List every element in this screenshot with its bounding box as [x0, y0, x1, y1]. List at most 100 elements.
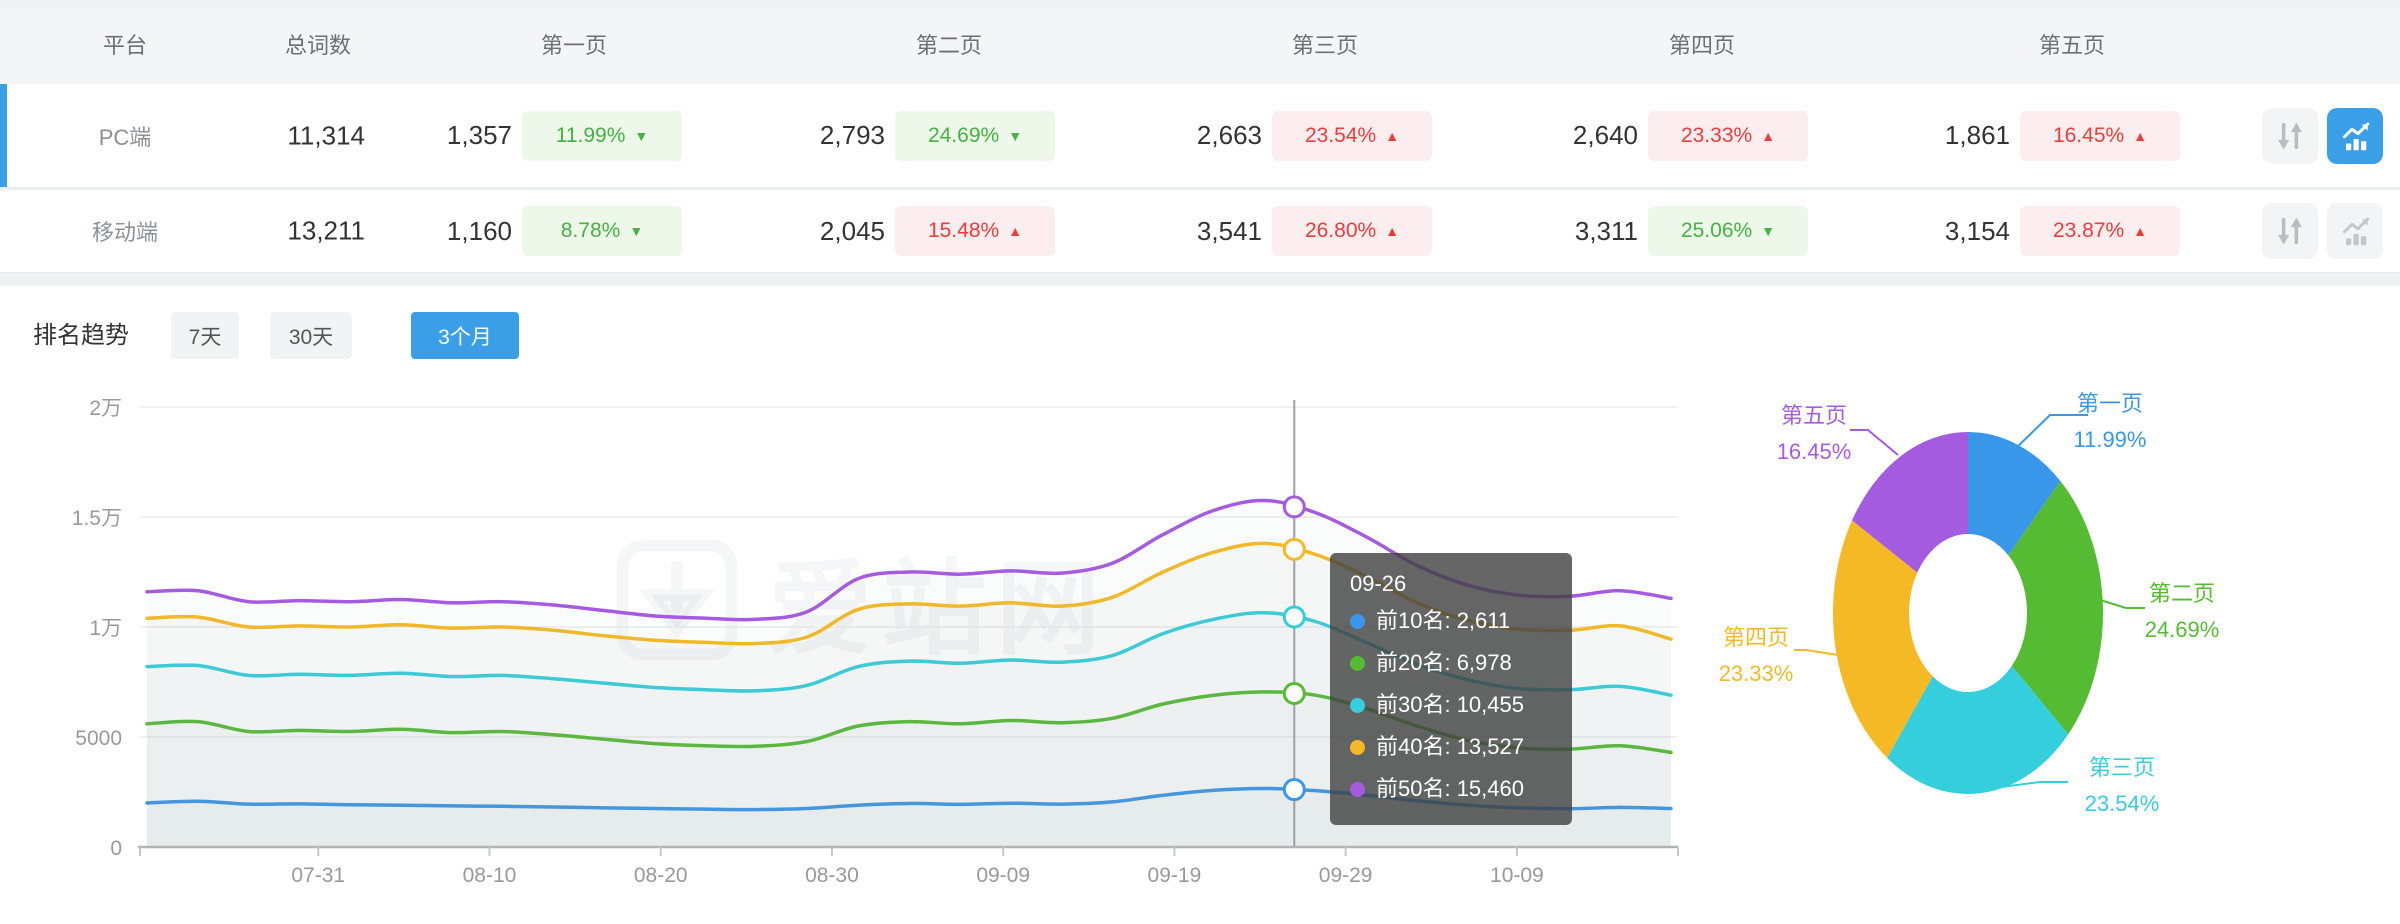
donut-label-第四页: 第四页 23.33%	[1686, 620, 1826, 692]
tooltip-value: 前50名: 15,460	[1376, 776, 1524, 801]
table-row-pc[interactable]: PC端 11,314 1,357 11.99% ▼ 2,793 24.69% ▼ 2,663…	[0, 84, 2400, 187]
page-1-cell: 1,160 8.78% ▼	[352, 206, 682, 256]
y-axis-label: 1万	[89, 617, 122, 640]
series-dot-icon	[1350, 613, 1365, 629]
y-axis-label: 1.5万	[72, 507, 122, 530]
label-leader-line	[1850, 429, 1899, 456]
table-row-mobile[interactable]: 移动端 13,211 1,160 8.78% ▼ 2,045 15.48% ▲ 3,541 2…	[0, 190, 2400, 272]
tab-30-days[interactable]: 30天	[270, 312, 352, 359]
table-header-row: 平台 总词数 第一页 第二页 第三页 第四页 第五页	[0, 8, 2400, 85]
x-axis-label: 09-19	[1148, 864, 1202, 887]
page-count: 1,357	[446, 120, 512, 150]
trend-chart-icon	[2343, 217, 2370, 246]
series-dot-icon	[1350, 655, 1365, 671]
change-percent: 25.06%	[1680, 219, 1753, 242]
total-words-value: 13,211	[287, 215, 365, 246]
sort-rows-button[interactable]	[2262, 203, 2318, 259]
change-badge: 8.78% ▼	[522, 206, 682, 256]
tooltip-item: 前50名: 15,460	[1350, 768, 1552, 810]
page-count: 3,311	[1574, 215, 1638, 246]
trend-up-icon: ▲	[1008, 223, 1023, 239]
donut-label-第五页: 第五页 16.45%	[1744, 398, 1884, 470]
change-badge: 26.80% ▲	[1272, 206, 1432, 256]
selected-row-indicator	[0, 84, 7, 187]
page-4-cell: 2,640 23.33% ▲	[1478, 110, 1808, 161]
label-leader-line	[2011, 414, 2088, 453]
platform-label: PC端	[98, 124, 152, 150]
donut-slice-第三页[interactable]	[1887, 665, 2069, 794]
show-trend-chart-button[interactable]	[2327, 107, 2383, 164]
change-percent: 23.87%	[2052, 219, 2125, 242]
change-percent: 15.48%	[927, 219, 1000, 242]
series-dot-icon	[1350, 697, 1365, 713]
page-3-cell: 3,541 26.80% ▲	[1102, 206, 1432, 256]
trend-up-icon: ▲	[2133, 223, 2148, 239]
slice-percent: 24.69%	[2144, 617, 2220, 642]
trend-up-icon: ▲	[1385, 223, 1400, 239]
slice-percent: 16.45%	[1776, 439, 1852, 464]
change-badge: 11.99% ▼	[522, 110, 682, 161]
total-words-value: 11,314	[287, 120, 365, 150]
change-badge: 16.45% ▲	[2020, 110, 2180, 161]
x-axis-label: 08-10	[463, 864, 517, 887]
donut-slice-第一页[interactable]	[1968, 432, 2061, 556]
donut-slice-第四页[interactable]	[1833, 520, 1933, 758]
change-percent: 11.99%	[555, 123, 626, 147]
slice-name: 第一页	[2076, 391, 2143, 416]
hover-marker-前40名	[1282, 537, 1306, 561]
trend-down-icon: ▼	[634, 127, 649, 144]
line-chart-area[interactable]: 0 5000 1万 1.5万 2万 07-31 08-10 08-20 08-30 09-09 09…	[72, 397, 1679, 887]
page-5-cell: 1,861 16.45% ▲	[1850, 110, 2180, 161]
page-count: 2,663	[1196, 120, 1262, 150]
slice-name: 第三页	[2088, 755, 2155, 780]
donut-slice-第五页[interactable]	[1852, 432, 1968, 573]
tab-3-months[interactable]: 3个月	[411, 312, 519, 359]
donut-chart[interactable]	[1794, 414, 2145, 794]
col-header-page5: 第五页	[2038, 33, 2105, 58]
page-count: 3,541	[1196, 215, 1262, 246]
col-header-page1: 第一页	[540, 33, 607, 58]
sort-rows-button[interactable]	[2262, 107, 2318, 164]
page-5-cell: 3,154 23.87% ▲	[1850, 206, 2180, 256]
change-badge: 23.87% ▲	[2020, 206, 2180, 256]
slice-name: 第二页	[2148, 581, 2215, 606]
page-1-cell: 1,357 11.99% ▼	[352, 110, 682, 161]
series-area-前10名	[147, 788, 1671, 847]
col-header-page3: 第三页	[1291, 33, 1358, 58]
tooltip-item: 前10名: 2,611	[1350, 600, 1552, 642]
donut-label-第一页: 第一页 11.99%	[2040, 386, 2180, 458]
col-header-platform: 平台	[102, 33, 147, 58]
chart-tooltip: 09-26 前10名: 2,611 前20名: 6,978 前30名: 10,455…	[1330, 553, 1572, 825]
trend-up-icon: ▲	[2133, 127, 2148, 144]
change-percent: 23.33%	[1680, 123, 1753, 147]
change-badge: 23.54% ▲	[1272, 110, 1432, 161]
hover-marker-前30名	[1282, 605, 1306, 629]
hover-marker-前10名	[1282, 778, 1306, 802]
page-2-cell: 2,045 15.48% ▲	[725, 206, 1055, 256]
page-2-cell: 2,793 24.69% ▼	[725, 110, 1055, 161]
page-4-cell: 3,311 25.06% ▼	[1478, 206, 1808, 256]
trend-up-icon: ▲	[1385, 127, 1400, 144]
change-badge: 15.48% ▲	[895, 206, 1055, 256]
rank-trend-panel: 排名趋势 7天 30天 3个月 爱站网 050001万1.5万2万07-3108…	[0, 286, 2400, 924]
y-axis-label: 0	[110, 837, 122, 860]
series-dot-icon	[1350, 739, 1365, 755]
trend-down-icon: ▼	[1761, 223, 1776, 239]
x-axis-label: 10-09	[1490, 864, 1544, 887]
sort-arrows-icon	[2278, 217, 2302, 245]
tab-7-days[interactable]: 7天	[171, 312, 239, 359]
series-area-前20名	[147, 691, 1671, 847]
donut-slice-第二页[interactable]	[2008, 480, 2103, 735]
show-trend-chart-button[interactable]	[2327, 203, 2383, 259]
change-percent: 26.80%	[1304, 219, 1377, 242]
platform-summary-table: 平台 总词数 第一页 第二页 第三页 第四页 第五页 PC端 11,314 1,…	[0, 8, 2400, 273]
page-count: 2,640	[1572, 120, 1638, 150]
row-divider	[0, 187, 2400, 190]
tooltip-date: 09-26	[1350, 571, 1407, 596]
tooltip-value: 前40名: 13,527	[1376, 734, 1524, 759]
change-percent: 8.78%	[560, 219, 621, 242]
x-axis-label: 08-20	[634, 864, 688, 887]
tooltip-item: 前40名: 13,527	[1350, 726, 1552, 768]
change-percent: 16.45%	[2052, 123, 2125, 147]
